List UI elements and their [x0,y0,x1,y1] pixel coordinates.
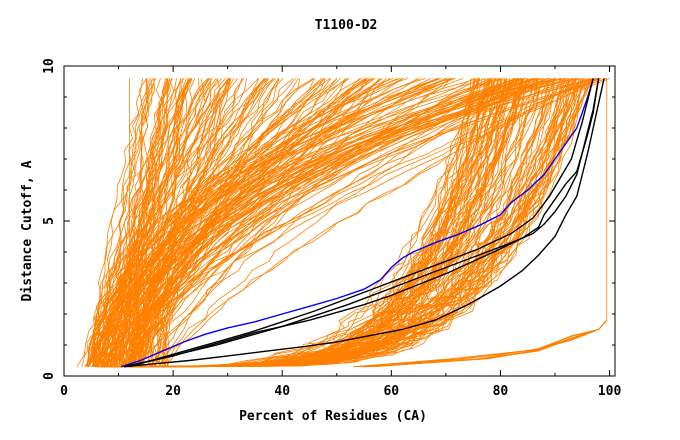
y-tick-label: 10 [42,58,57,74]
orange-series-line [135,78,394,367]
orange-series-line [161,78,476,368]
orange-series-line [135,78,480,368]
orange-series-line [136,78,500,368]
x-tick-label: 60 [383,384,399,399]
orange-series-line [140,78,431,367]
orange-series-line [145,78,584,368]
orange-series-line [107,78,332,367]
x-tick-label: 40 [274,384,290,399]
orange-series-line [134,78,524,368]
orange-series-line [141,78,491,367]
orange-series-line [141,78,442,367]
highlight-series-group [121,78,605,368]
orange-series-line [150,78,541,367]
chart-title: T1100-D2 [315,18,378,33]
orange-series-line [127,78,387,368]
y-tick-label: 5 [42,217,57,225]
orange-series-line [97,78,584,368]
orange-series-line [149,78,418,367]
y-axis-label: Distance Cutoff, A [20,160,35,301]
y-tick-label: 0 [42,372,57,380]
black-series-line [123,78,600,368]
x-tick-label: 20 [165,384,181,399]
orange-series-line [158,78,607,367]
orange-series-line [98,78,525,367]
orange-series-line [93,78,382,367]
x-tick-label: 100 [598,384,622,399]
orange-series-line [93,78,566,367]
orange-series-line [87,78,347,367]
orange-series-line [134,78,487,367]
orange-series-line [165,78,451,367]
orange-series-line [158,78,538,367]
orange-series-line [96,78,519,367]
orange-series-line [136,78,481,367]
orange-series-line [129,78,522,368]
orange-series-line [114,78,168,367]
orange-series-line [135,78,557,367]
orange-series-line [111,78,380,367]
black-series-line [129,78,594,368]
orange-series-line [81,78,149,367]
orange-series-line [102,78,492,368]
orange-series-group [76,78,610,368]
orange-series-line [151,78,503,368]
orange-series-line [165,78,521,367]
orange-series-line [159,78,583,368]
orange-series-line [92,78,448,367]
orange-series-line [93,78,452,367]
orange-series-line [114,78,440,367]
orange-series-line [121,78,548,367]
x-tick-label: 80 [493,384,509,399]
orange-series-line [176,78,519,368]
x-axis-label: Percent of Residues (CA) [239,409,427,424]
orange-series-line [109,78,168,367]
orange-series-line [85,78,230,368]
orange-series-line [153,78,450,367]
orange-series-line [158,78,446,367]
orange-series-line [124,78,177,367]
orange-series-line [98,78,192,367]
orange-series-line [189,78,593,368]
orange-series-line [86,78,155,367]
orange-series-line [127,78,265,367]
blue-series-line [121,78,594,368]
orange-series-line [158,78,398,367]
orange-series-line [148,78,499,368]
black-series-line [123,78,600,368]
orange-series-line [92,78,521,367]
orange-series-line [367,319,608,368]
orange-series-line [190,78,570,368]
axis-ticks: 0 20 40 60 80 100 0 5 10 [42,58,621,399]
orange-series-line [97,78,518,367]
orange-series-line [177,78,544,368]
x-tick-label: 0 [60,384,68,399]
orange-series-line [118,78,562,367]
orange-series-line [109,78,455,367]
black-series-line [123,78,605,368]
